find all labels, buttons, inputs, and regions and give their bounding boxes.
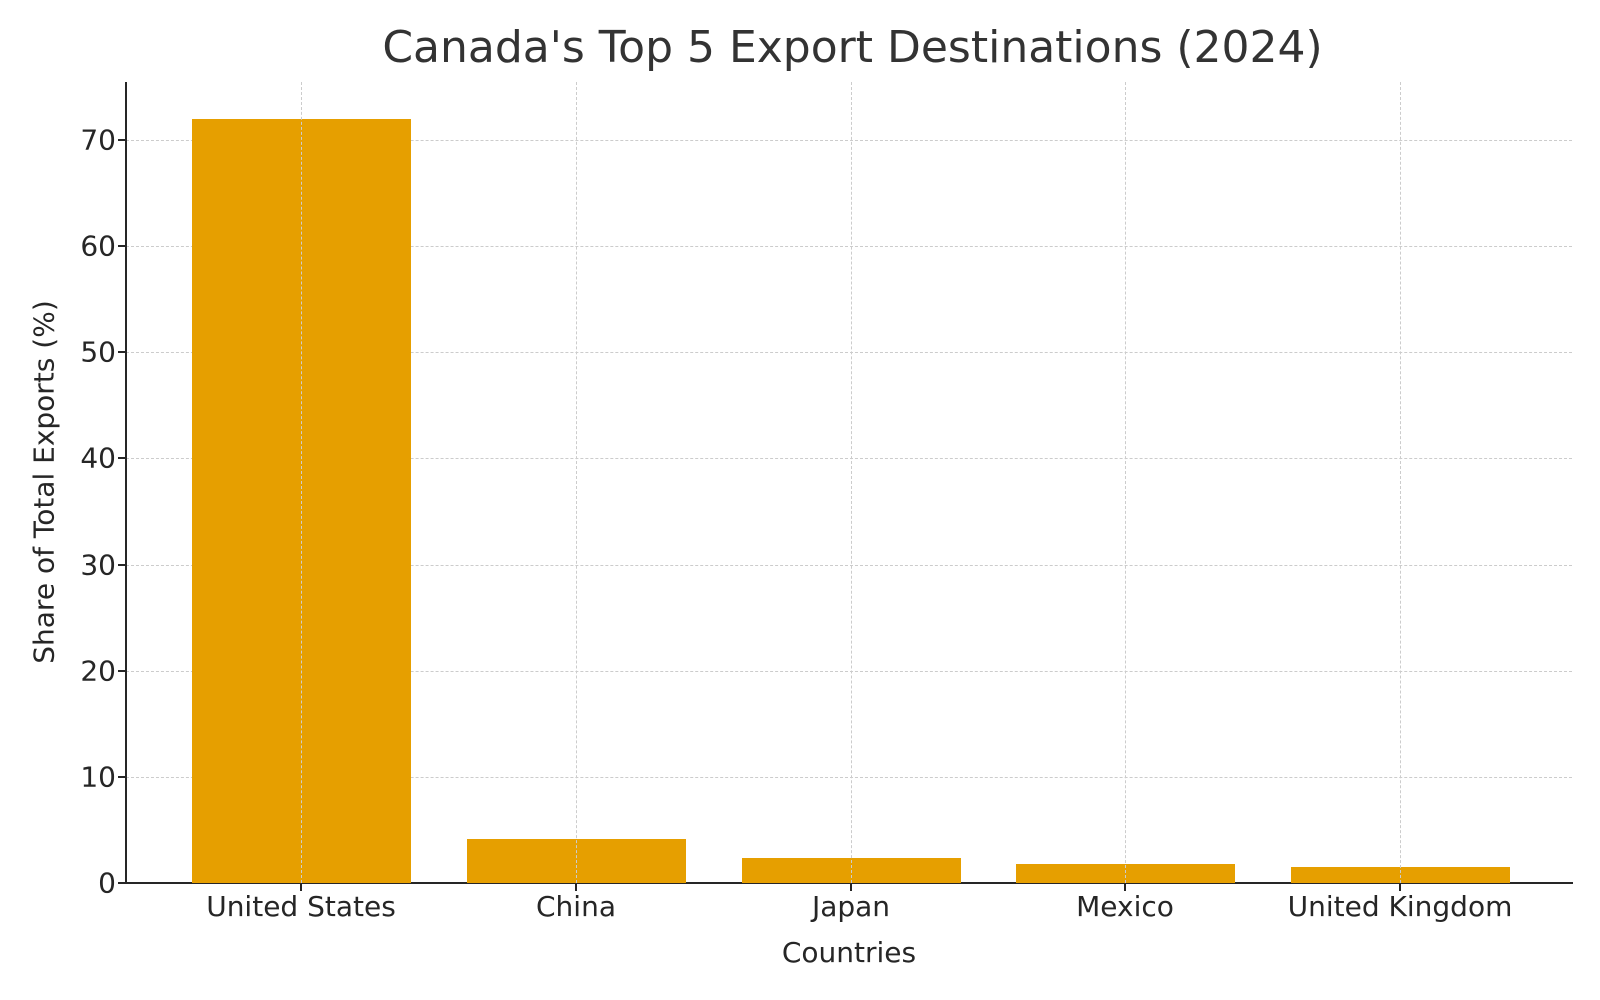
- x-tick-label: Mexico: [1076, 890, 1174, 923]
- y-tick-label: 30: [80, 548, 116, 582]
- y-tick-label: 20: [80, 654, 116, 688]
- y-tick-mark: [118, 139, 126, 141]
- x-tick-label: Japan: [811, 890, 891, 923]
- h-gridline: [126, 776, 1572, 778]
- y-tick-mark: [118, 775, 126, 778]
- x-axis-line: [125, 882, 1573, 884]
- v-gridline: [576, 82, 577, 883]
- y-tick-label: 0: [98, 866, 116, 900]
- x-tick-mark: [1124, 884, 1126, 891]
- chart-title: Canada's Top 5 Export Destinations (2024…: [382, 22, 1323, 73]
- y-tick-mark: [118, 669, 126, 672]
- y-tick-mark: [118, 882, 126, 884]
- x-axis-title: Countries: [781, 936, 917, 969]
- x-tick-mark: [300, 884, 302, 891]
- v-gridline: [301, 82, 302, 883]
- x-tick-label: China: [536, 890, 616, 923]
- h-gridline: [126, 564, 1572, 566]
- y-tick-label: 40: [80, 441, 116, 475]
- y-tick-label: 10: [80, 760, 116, 794]
- y-tick-mark: [118, 351, 126, 354]
- x-tick-mark: [850, 884, 852, 891]
- y-tick-mark: [118, 457, 126, 460]
- h-gridline: [126, 140, 1572, 141]
- v-gridline: [1400, 82, 1401, 883]
- x-tick-mark: [1399, 884, 1401, 891]
- h-gridline: [126, 458, 1572, 460]
- x-tick-mark: [575, 884, 577, 891]
- h-gridline: [126, 246, 1572, 248]
- y-tick-label: 50: [80, 335, 116, 369]
- h-gridline: [126, 670, 1572, 672]
- y-tick-mark: [118, 245, 126, 248]
- y-tick-label: 70: [80, 123, 116, 157]
- y-tick-mark: [118, 563, 126, 566]
- x-tick-label: United States: [206, 890, 396, 923]
- y-axis-line: [125, 82, 127, 884]
- h-gridline: [126, 352, 1572, 354]
- y-tick-label: 60: [80, 229, 116, 263]
- v-gridline: [1125, 82, 1126, 883]
- plot-area: [126, 82, 1572, 883]
- v-gridline: [851, 82, 852, 883]
- y-axis-title: Share of Total Exports (%): [27, 300, 61, 664]
- x-tick-label: United Kingdom: [1287, 890, 1513, 923]
